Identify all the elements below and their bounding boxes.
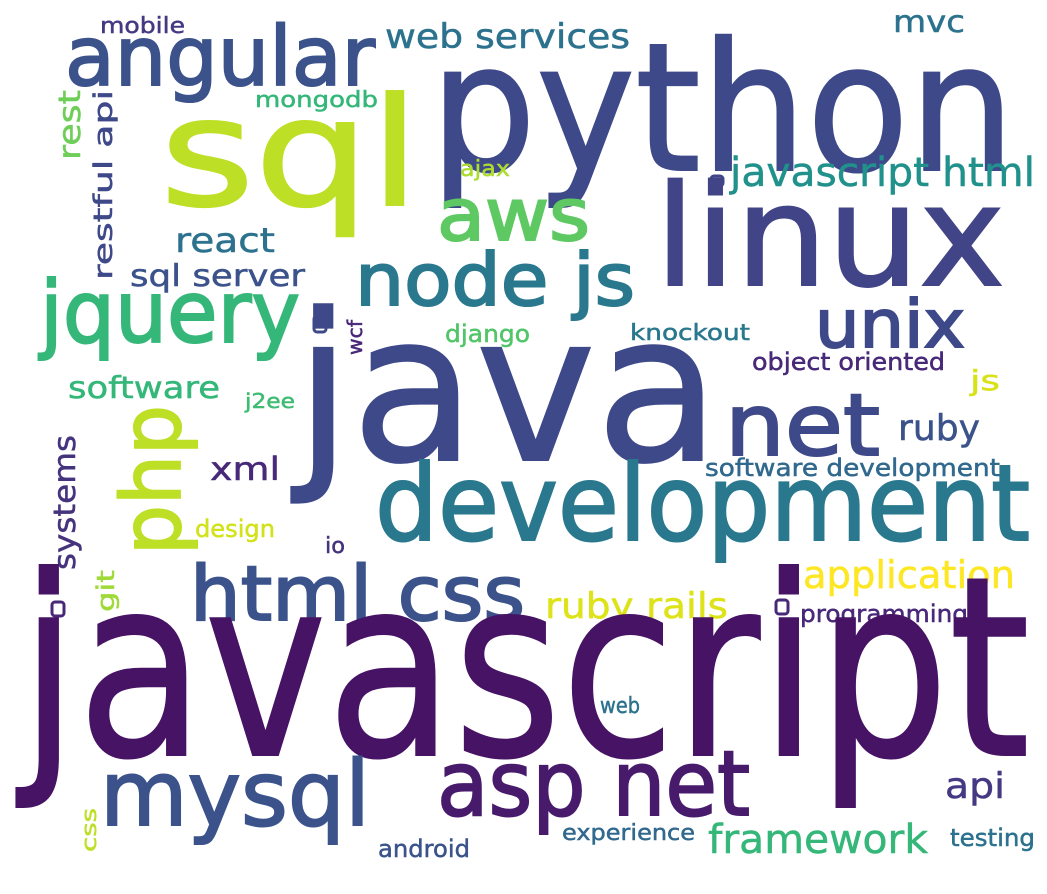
word: rest bbox=[53, 90, 88, 160]
word: css bbox=[77, 808, 101, 852]
word: javascript html bbox=[729, 150, 1035, 196]
word: javascript bbox=[16, 523, 1030, 814]
word: git bbox=[92, 570, 120, 612]
word: software development bbox=[705, 454, 1000, 482]
word: jquery bbox=[38, 263, 300, 363]
word: java bbox=[291, 271, 720, 509]
decoration bbox=[312, 314, 328, 334]
decoration bbox=[774, 598, 790, 616]
word: api bbox=[945, 766, 1005, 807]
word: ruby rails bbox=[545, 586, 728, 627]
word: php bbox=[105, 405, 200, 555]
word: mobile bbox=[100, 14, 185, 39]
word: ruby bbox=[898, 408, 980, 449]
word: j2ee bbox=[244, 389, 295, 413]
word: web services bbox=[385, 17, 630, 57]
word: knockout bbox=[630, 321, 750, 346]
word: object oriented bbox=[752, 348, 945, 376]
word: unix bbox=[815, 286, 965, 363]
word: linux bbox=[655, 156, 1005, 319]
word: framework bbox=[708, 817, 929, 863]
word: django bbox=[445, 320, 530, 348]
decoration bbox=[50, 600, 66, 618]
word: software bbox=[68, 371, 220, 406]
word: mysql bbox=[100, 742, 370, 847]
word: systems bbox=[48, 435, 83, 570]
word: ajax bbox=[460, 157, 510, 182]
word: mvc bbox=[893, 5, 965, 40]
word: experience bbox=[562, 821, 695, 846]
word: python bbox=[430, 5, 1015, 212]
word: testing bbox=[950, 824, 1035, 852]
word: mongodb bbox=[255, 88, 378, 113]
word: restful api bbox=[89, 90, 119, 280]
word: node js bbox=[355, 238, 635, 322]
word: android bbox=[378, 835, 470, 863]
word: application bbox=[803, 553, 1015, 597]
word: js bbox=[969, 364, 1000, 397]
decoration bbox=[709, 174, 725, 188]
word: html css bbox=[190, 549, 525, 638]
word: design bbox=[195, 515, 275, 543]
word: sql server bbox=[130, 259, 306, 294]
word: react bbox=[175, 221, 275, 261]
word: aws bbox=[437, 173, 590, 257]
word: programming bbox=[800, 600, 968, 628]
word: web bbox=[600, 694, 640, 719]
word: wcf bbox=[343, 319, 367, 355]
word: asp net bbox=[437, 732, 750, 837]
word: xml bbox=[210, 450, 280, 488]
word: angular bbox=[65, 10, 375, 105]
word: sql bbox=[160, 67, 420, 241]
word: development bbox=[375, 443, 1030, 565]
word: net bbox=[725, 376, 880, 476]
word: io bbox=[325, 534, 345, 559]
